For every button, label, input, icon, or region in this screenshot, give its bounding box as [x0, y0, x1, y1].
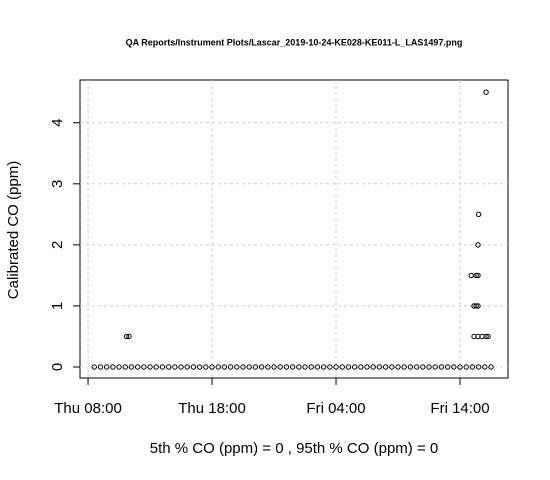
data-point — [426, 364, 432, 370]
data-point — [128, 364, 135, 370]
data-point — [473, 303, 479, 309]
data-point — [314, 364, 321, 370]
data-point — [475, 303, 481, 309]
data-point — [475, 364, 482, 370]
data-point — [451, 364, 457, 370]
data-point — [159, 364, 166, 370]
y-axis-label: Calibrated CO (ppm) — [5, 161, 22, 299]
data-point — [190, 364, 197, 370]
data-point — [234, 364, 240, 370]
x-tick-label: Fri 04:00 — [306, 400, 365, 417]
data-point — [475, 211, 482, 218]
data-point — [308, 364, 314, 370]
data-point — [153, 364, 159, 370]
data-point — [296, 364, 302, 370]
data-point — [227, 364, 234, 370]
data-point — [333, 364, 339, 370]
data-point — [196, 364, 203, 370]
data-point — [407, 364, 414, 370]
data-point — [240, 364, 246, 370]
data-point — [116, 364, 122, 370]
data-point — [246, 364, 252, 370]
data-point — [141, 364, 147, 370]
data-point — [475, 272, 481, 279]
data-point — [444, 364, 451, 370]
data-point — [413, 364, 420, 370]
data-point — [165, 364, 172, 370]
data-point — [327, 364, 333, 370]
plot-frame — [79, 79, 509, 379]
data-point — [277, 364, 283, 370]
y-tick-label: 2 — [49, 241, 66, 249]
data-point — [147, 364, 153, 370]
y-tick-label: 3 — [49, 180, 66, 188]
data-point — [483, 333, 489, 340]
data-point — [178, 364, 184, 370]
y-tick-label: 1 — [49, 302, 66, 310]
data-point — [401, 364, 407, 370]
data-point — [389, 364, 395, 370]
data-point — [463, 364, 469, 370]
x-tick-label: Fri 14:00 — [430, 400, 489, 417]
data-point — [289, 364, 296, 370]
data-point — [283, 364, 290, 370]
data-point — [358, 364, 364, 370]
data-point — [469, 364, 476, 370]
data-point — [482, 364, 488, 370]
chart-title: QA Reports/Instrument Plots/Lascar_2019-… — [126, 37, 463, 47]
data-point — [271, 364, 277, 370]
data-point — [110, 364, 116, 370]
data-point — [395, 364, 401, 370]
data-point — [483, 89, 489, 95]
data-point — [215, 364, 221, 370]
data-point — [258, 364, 265, 370]
data-point — [265, 364, 271, 370]
x-tick-label: Thu 08:00 — [54, 400, 122, 417]
data-point — [184, 364, 190, 370]
data-point — [420, 364, 426, 370]
data-point — [103, 364, 110, 370]
data-point — [97, 364, 104, 370]
data-point — [468, 272, 474, 279]
data-point — [221, 364, 228, 370]
data-point — [438, 364, 445, 370]
data-point — [376, 364, 383, 370]
data-point — [364, 364, 370, 370]
data-point — [203, 364, 209, 370]
data-point — [339, 364, 345, 370]
data-point — [302, 364, 308, 370]
data-point — [475, 242, 481, 248]
data-point — [382, 364, 389, 370]
data-point — [123, 333, 130, 340]
y-tick-label: 0 — [49, 363, 66, 371]
data-point — [252, 364, 259, 370]
data-point — [122, 364, 128, 370]
data-point — [126, 333, 132, 340]
data-point — [209, 364, 215, 370]
data-point — [345, 364, 352, 370]
data-point — [432, 364, 438, 370]
data-point — [91, 364, 97, 370]
x-axis-label: 5th % CO (ppm) = 0 , 95th % CO (ppm) = 0 — [150, 440, 438, 457]
data-point — [370, 364, 376, 370]
x-tick-label: Thu 18:00 — [178, 400, 246, 417]
y-tick-label: 4 — [49, 119, 66, 127]
data-point — [488, 364, 494, 370]
data-point — [473, 272, 479, 279]
data-point — [172, 364, 178, 370]
data-point — [320, 364, 327, 370]
data-point — [351, 364, 358, 370]
data-point — [134, 364, 141, 370]
data-point — [457, 364, 463, 370]
data-point — [485, 333, 491, 340]
